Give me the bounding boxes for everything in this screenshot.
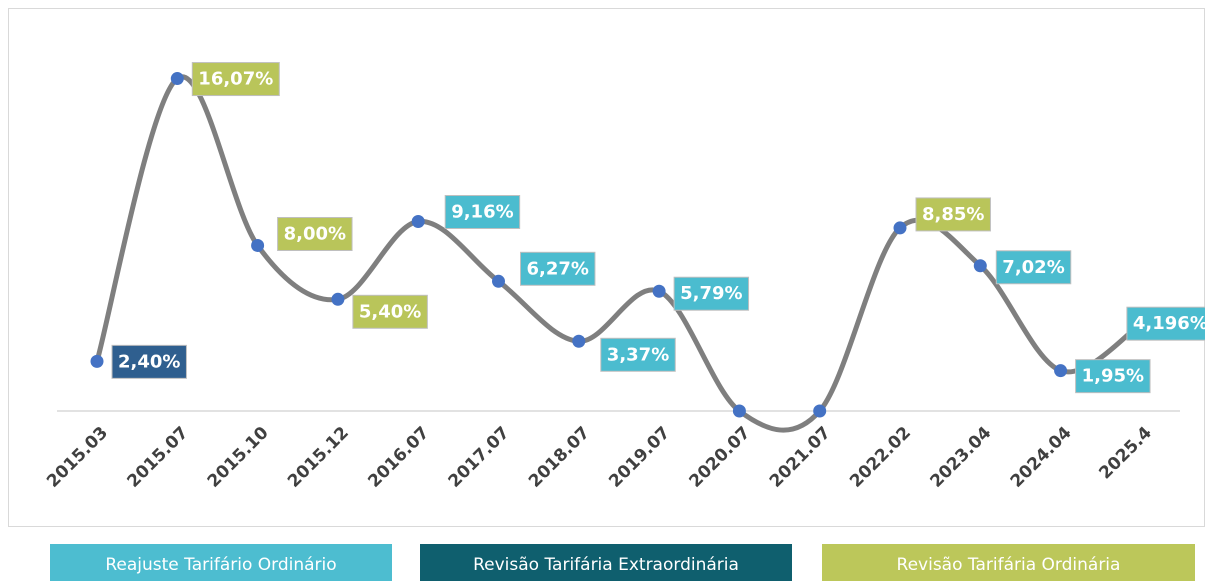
line: [94, 74, 1143, 433]
data-label: 4,196%: [1126, 306, 1205, 341]
data-label: 5,40%: [352, 294, 428, 329]
legend-swatch: [50, 544, 392, 581]
data-label-box: [995, 250, 1072, 285]
legend-label: Reajuste Tarifário Ordinário: [105, 555, 336, 575]
data-label: 6,27%: [520, 251, 596, 286]
data-label-box: [352, 294, 428, 329]
data-label: 2,40%: [111, 344, 187, 379]
data-point: [411, 215, 425, 229]
data-label-text: 6,27%: [527, 258, 589, 279]
data-label-text: 9,16%: [451, 202, 513, 223]
data-label-box: [1075, 359, 1151, 394]
legend-label: Revisão Tarifária Extraordinária: [473, 555, 739, 575]
data-label: 3,37%: [600, 337, 676, 372]
data-label-text: 4,196%: [1133, 313, 1205, 334]
data-point: [973, 259, 987, 273]
data-label-box: [520, 251, 596, 286]
data-label-text: 5,79%: [680, 283, 742, 304]
data-label: 8,00%: [277, 217, 353, 251]
data-label-text: 1,95%: [1082, 366, 1144, 387]
data-label-box: [600, 337, 676, 372]
data-label: 16,07%: [191, 62, 280, 97]
data-label-box: [444, 195, 521, 230]
data-label: 8,85%: [915, 197, 991, 232]
data-point: [572, 334, 586, 348]
data-point: [1054, 364, 1068, 378]
data-label-text: 3,37%: [607, 344, 669, 365]
data-label-box: [1126, 306, 1205, 341]
data-label-box: [915, 197, 991, 232]
data-label: 1,95%: [1075, 359, 1151, 394]
data-label-text: 8,00%: [284, 224, 346, 245]
data-label-box: [673, 276, 750, 311]
data-point: [732, 404, 746, 418]
data-point: [90, 354, 104, 368]
data-label-box: [191, 62, 280, 97]
data-label-text: 7,02%: [1002, 257, 1064, 278]
data-label-text: 8,85%: [922, 204, 984, 225]
data-point: [492, 274, 505, 288]
data-label: 7,02%: [995, 250, 1072, 285]
data-point: [251, 239, 265, 252]
data-label: 5,79%: [673, 276, 750, 311]
data-point: [331, 292, 345, 306]
data-label-box: [111, 344, 187, 379]
legend-label: Revisão Tarifária Ordinária: [897, 555, 1121, 575]
data-label-text: 5,40%: [359, 301, 421, 322]
legend-swatch: [420, 544, 792, 581]
data-point: [813, 404, 827, 418]
legend-swatch: [822, 544, 1195, 581]
data-label-box: [277, 217, 353, 251]
data-label: 9,16%: [444, 195, 521, 230]
data-point: [893, 221, 907, 235]
data-label-text: 16,07%: [198, 69, 273, 90]
data-point: [170, 72, 184, 86]
data-label-text: 2,40%: [118, 351, 180, 372]
data-point: [652, 284, 666, 298]
